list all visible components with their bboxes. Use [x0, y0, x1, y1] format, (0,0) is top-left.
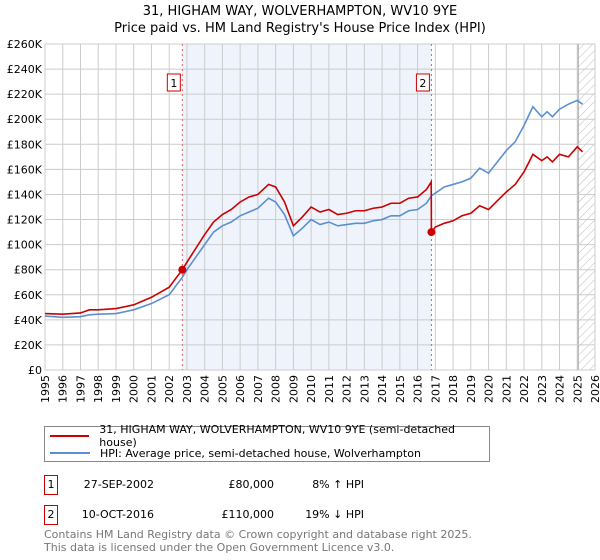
y-tick-label: £20K	[14, 339, 43, 352]
x-tick-label: 2025	[571, 375, 584, 403]
sale-hpi-diff: 8% ↑ HPI	[312, 478, 364, 491]
x-tick-label: 2010	[305, 375, 318, 403]
legend-item-property: 31, HIGHAM WAY, WOLVERHAMPTON, WV10 9YE …	[45, 423, 489, 449]
sale-row: 1 27-SEP-2002 £80,000 8% ↑ HPI	[44, 475, 444, 497]
x-tick-label: 2004	[199, 375, 212, 403]
x-tick-label: 2019	[465, 375, 478, 403]
sale-label: 2	[419, 77, 426, 90]
hpi-line	[44, 99, 584, 319]
sale-point	[427, 228, 436, 237]
legend-label: HPI: Average price, semi-detached house,…	[100, 446, 421, 460]
y-tick-label: £200K	[7, 113, 43, 126]
x-tick-label: 2017	[429, 375, 442, 403]
sale-price: £110,000	[221, 508, 275, 521]
x-tick-label: 1998	[92, 375, 105, 403]
sale-label-box	[415, 73, 430, 92]
y-tick-label: £100K	[7, 239, 43, 252]
y-tick-label: £80K	[14, 264, 43, 277]
legend: 31, HIGHAM WAY, WOLVERHAMPTON, WV10 9YE …	[44, 423, 490, 462]
sale-badge: 2	[44, 505, 58, 525]
y-tick-label: £140K	[7, 188, 43, 201]
price-paid-line	[44, 145, 584, 316]
sale-price: £80,000	[228, 478, 275, 491]
sale-row: 2 10-OCT-2016 £110,000 19% ↓ HPI	[44, 505, 444, 527]
sale-date: 27-SEP-2002	[83, 478, 154, 491]
y-tick-label: £240K	[7, 63, 43, 76]
x-tick-label: 2022	[518, 375, 531, 403]
footer-copyright: Contains HM Land Registry data © Crown c…	[44, 528, 472, 541]
x-tick-label: 2021	[500, 375, 513, 403]
x-tick-label: 2012	[341, 375, 354, 403]
x-tick-label: 1996	[57, 375, 70, 403]
x-tick-label: 2001	[145, 375, 158, 403]
shaded-ownership-period	[182, 44, 432, 370]
legend-swatch-blue	[50, 452, 90, 454]
y-tick-label: £60K	[14, 289, 43, 302]
y-tick-label: £40K	[14, 314, 43, 327]
future-hatch	[578, 44, 595, 370]
x-tick-label: 2014	[376, 375, 389, 403]
legend-item-hpi: HPI: Average price, semi-detached house,…	[45, 445, 421, 461]
y-tick-label: £260K	[7, 38, 43, 51]
x-tick-label: 2026	[589, 375, 600, 403]
x-tick-label: 2002	[163, 375, 176, 403]
y-tick-label: £120K	[7, 214, 43, 227]
y-tick-label: £220K	[7, 88, 43, 101]
plot-border	[44, 43, 596, 371]
footer-licence: This data is licensed under the Open Gov…	[44, 541, 395, 554]
x-tick-label: 2006	[234, 375, 247, 403]
x-tick-label: 2011	[323, 375, 336, 403]
sale-badge: 1	[44, 475, 58, 495]
x-tick-label: 2007	[252, 375, 265, 403]
x-tick-label: 2000	[128, 375, 141, 403]
x-tick-label: 2016	[412, 375, 425, 403]
x-tick-label: 2020	[483, 375, 496, 403]
sale-label-box	[166, 73, 181, 92]
x-tick-label: 2024	[554, 375, 567, 403]
x-tick-label: 2009	[287, 375, 300, 403]
x-tick-label: 1999	[110, 375, 123, 403]
footer: Contains HM Land Registry data © Crown c…	[44, 528, 472, 554]
x-tick-label: 2018	[447, 375, 460, 403]
x-tick-label: 2008	[270, 375, 283, 403]
legend-swatch-red	[50, 435, 90, 437]
x-tick-label: 2005	[216, 375, 229, 403]
sale-hpi-diff: 19% ↓ HPI	[305, 508, 364, 521]
x-tick-label: 2015	[394, 375, 407, 403]
chart-subtitle: Price paid vs. HM Land Registry's House …	[114, 21, 486, 36]
sale-label: 1	[170, 77, 177, 90]
x-tick-label: 1995	[39, 375, 52, 403]
sale-point	[178, 265, 187, 274]
x-tick-label: 1997	[74, 375, 87, 403]
chart-title: 31, HIGHAM WAY, WOLVERHAMPTON, WV10 9YE	[142, 4, 458, 19]
x-tick-label: 2003	[181, 375, 194, 403]
sale-date: 10-OCT-2016	[81, 508, 154, 521]
legend-label: 31, HIGHAM WAY, WOLVERHAMPTON, WV10 9YE …	[99, 423, 456, 449]
y-tick-label: £160K	[7, 163, 43, 176]
y-tick-label: £0	[28, 364, 42, 377]
x-tick-label: 2013	[358, 375, 371, 403]
y-tick-label: £180K	[7, 138, 43, 151]
x-tick-label: 2023	[536, 375, 549, 403]
plot-area: 1995 1996 1997 1998 1999 2000 2001 2002 2003 2004…	[7, 38, 600, 403]
